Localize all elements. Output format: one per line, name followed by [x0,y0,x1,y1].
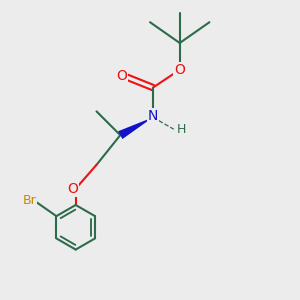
Text: O: O [174,63,185,77]
Text: O: O [67,182,78,196]
Polygon shape [118,117,153,139]
Text: O: O [116,69,127,83]
Text: Br: Br [23,194,37,207]
Text: H: H [176,123,186,136]
Text: N: N [148,109,158,123]
